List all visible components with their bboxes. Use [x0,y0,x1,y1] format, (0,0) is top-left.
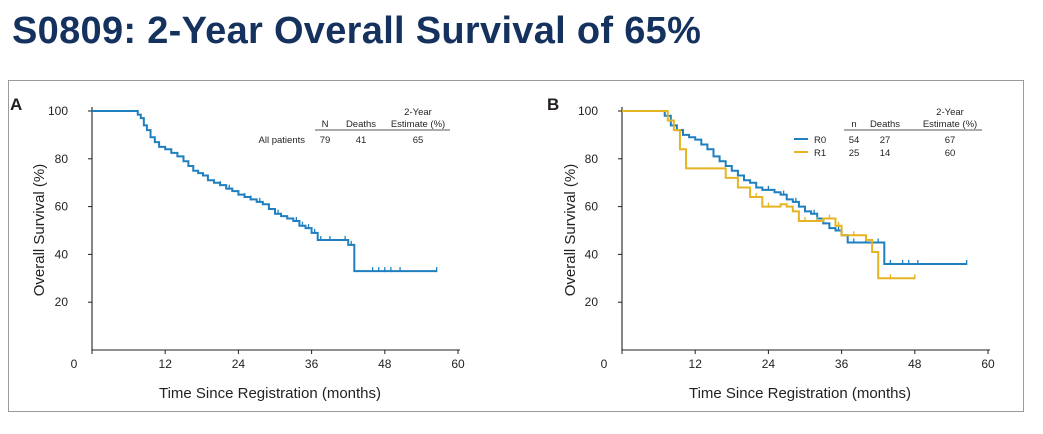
slide-title: S0809: 2-Year Overall Survival of 65% [12,10,702,52]
figure-frame [8,80,1024,412]
